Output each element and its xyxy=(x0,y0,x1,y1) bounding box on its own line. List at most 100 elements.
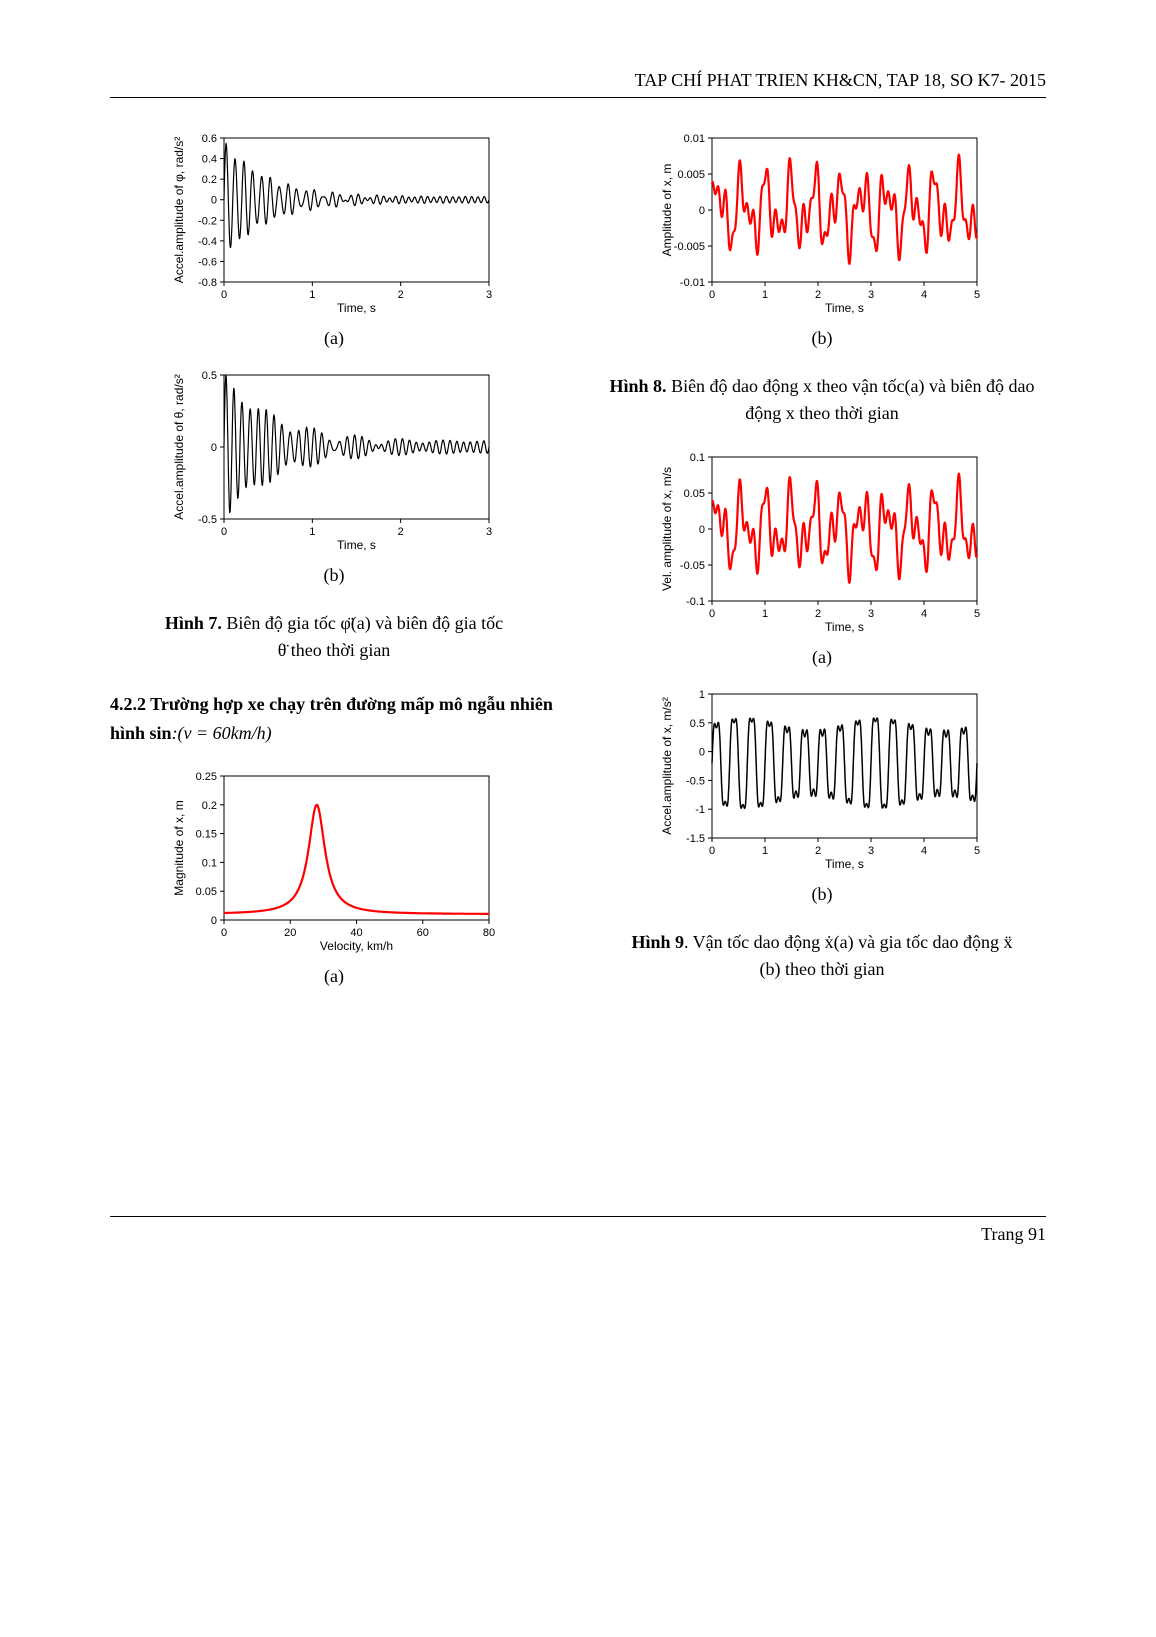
svg-text:-0.5: -0.5 xyxy=(198,514,217,526)
svg-text:0: 0 xyxy=(221,927,227,939)
svg-text:0: 0 xyxy=(211,442,217,454)
svg-text:-0.2: -0.2 xyxy=(198,215,217,227)
svg-text:2: 2 xyxy=(398,526,404,538)
svg-text:0: 0 xyxy=(699,205,705,217)
subcaption-7b: (b) xyxy=(324,565,345,586)
chart-9a: 012345-0.1-0.0500.050.1Time, sVel. ampli… xyxy=(657,447,987,637)
svg-text:-0.1: -0.1 xyxy=(686,596,705,608)
caption-hinh7-rest: Biên độ gia tốc φ̈(a) và biên độ gia tốc xyxy=(222,613,503,633)
svg-text:0.2: 0.2 xyxy=(202,174,217,186)
svg-text:5: 5 xyxy=(974,845,980,857)
svg-text:Accel.amplitude of x, m/s²: Accel.amplitude of x, m/s² xyxy=(660,697,674,834)
svg-text:1: 1 xyxy=(762,289,768,301)
svg-text:-0.01: -0.01 xyxy=(680,277,705,289)
svg-text:3: 3 xyxy=(868,845,874,857)
svg-text:2: 2 xyxy=(398,289,404,301)
caption-hinh7-line2: θ̈ theo thời gian xyxy=(278,640,391,660)
section-heading-422: 4.2.2 Trường hợp xe chạy trên đường mấp … xyxy=(110,690,558,748)
svg-text:0: 0 xyxy=(709,845,715,857)
svg-text:5: 5 xyxy=(974,608,980,620)
svg-text:1: 1 xyxy=(309,526,315,538)
caption-hinh8: Hình 8. Biên độ dao động x theo vận tốc(… xyxy=(598,373,1046,427)
page: TAP CHÍ PHAT TRIEN KH&CN, TAP 18, SO K7-… xyxy=(0,0,1156,1637)
svg-text:4: 4 xyxy=(921,608,927,620)
svg-text:-1: -1 xyxy=(695,804,705,816)
subcaption-7a: (a) xyxy=(324,328,344,349)
svg-text:20: 20 xyxy=(284,927,296,939)
page-number: Trang 91 xyxy=(981,1224,1046,1245)
svg-text:3: 3 xyxy=(486,526,492,538)
svg-text:0.1: 0.1 xyxy=(202,857,217,869)
subcaption-9b: (b) xyxy=(812,884,833,905)
svg-text:3: 3 xyxy=(486,289,492,301)
svg-text:2: 2 xyxy=(815,845,821,857)
svg-text:-0.05: -0.05 xyxy=(680,560,705,572)
svg-text:3: 3 xyxy=(868,608,874,620)
svg-text:-0.6: -0.6 xyxy=(198,256,217,268)
caption-hinh9-bold: Hình 9 xyxy=(631,932,684,952)
svg-text:0: 0 xyxy=(709,289,715,301)
svg-text:0: 0 xyxy=(211,915,217,927)
svg-text:0.25: 0.25 xyxy=(196,771,217,783)
svg-text:Accel.amplitude of θ, rad/s²: Accel.amplitude of θ, rad/s² xyxy=(172,374,186,519)
svg-text:0.005: 0.005 xyxy=(677,169,705,181)
svg-text:Vel. amplitude of x, m/s: Vel. amplitude of x, m/s xyxy=(660,467,674,591)
svg-text:2: 2 xyxy=(815,608,821,620)
svg-text:0.05: 0.05 xyxy=(196,886,217,898)
caption-hinh8-bold: Hình 8. xyxy=(610,376,667,396)
journal-header: TAP CHÍ PHAT TRIEN KH&CN, TAP 18, SO K7-… xyxy=(110,70,1046,98)
svg-text:Accel.amplitude of φ, rad/s²: Accel.amplitude of φ, rad/s² xyxy=(172,137,186,284)
caption-hinh9: Hình 9. Vận tốc dao động ẋ(a) và gia tốc… xyxy=(631,929,1012,983)
svg-text:Time, s: Time, s xyxy=(825,620,864,634)
svg-text:0.05: 0.05 xyxy=(684,488,705,500)
chart-7a: 0 1 2 3 -0.8 -0.6 -0.4 -0.2 0 0.2 0.4 0.6 Time, s Acc… xyxy=(169,128,499,318)
svg-text:Time, s: Time, s xyxy=(337,301,376,315)
svg-text:5: 5 xyxy=(974,289,980,301)
chart-8b: 012345-0.01-0.00500.0050.01Time, sAmplit… xyxy=(657,128,987,318)
svg-text:1: 1 xyxy=(762,608,768,620)
caption-hinh9-rest: . Vận tốc dao động ẋ(a) và gia tốc dao đ… xyxy=(684,932,1013,952)
svg-text:80: 80 xyxy=(483,927,495,939)
svg-text:60: 60 xyxy=(417,927,429,939)
subcaption-8a: (a) xyxy=(324,966,344,987)
svg-text:0.4: 0.4 xyxy=(202,154,217,166)
svg-text:0: 0 xyxy=(699,524,705,536)
subcaption-8b: (b) xyxy=(812,328,833,349)
svg-text:4: 4 xyxy=(921,845,927,857)
caption-hinh7-bold: Hình 7. xyxy=(165,613,222,633)
chart-8a: 0 20 40 60 80 0 0.05 0.1 0.15 0.2 0.25 Velocity, km… xyxy=(169,766,499,956)
svg-text:3: 3 xyxy=(868,289,874,301)
svg-text:0: 0 xyxy=(709,608,715,620)
svg-text:Magnitude of x, m: Magnitude of x, m xyxy=(172,800,186,895)
svg-text:1: 1 xyxy=(309,289,315,301)
svg-text:0.2: 0.2 xyxy=(202,799,217,811)
left-column: 0 1 2 3 -0.8 -0.6 -0.4 -0.2 0 0.2 0.4 0.6 Time, s Acc… xyxy=(110,128,558,1003)
svg-text:0: 0 xyxy=(221,526,227,538)
svg-text:1: 1 xyxy=(762,845,768,857)
svg-text:0.01: 0.01 xyxy=(684,133,705,145)
svg-text:-0.005: -0.005 xyxy=(674,241,705,253)
svg-text:0: 0 xyxy=(211,195,217,207)
chart-9b: 012345-1.5-1-0.500.51Time, sAccel.amplit… xyxy=(657,684,987,874)
subcaption-9a: (a) xyxy=(812,647,832,668)
section-heading-ital: :(v = 60km/h) xyxy=(172,723,272,743)
svg-text:0.15: 0.15 xyxy=(196,828,217,840)
svg-text:-0.8: -0.8 xyxy=(198,277,217,289)
svg-text:0: 0 xyxy=(699,747,705,759)
svg-text:0.6: 0.6 xyxy=(202,133,217,145)
caption-hinh8-rest: Biên độ dao động x theo vận tốc(a) và bi… xyxy=(667,376,1035,423)
chart-7b: 0123-0.500.5Time, sAccel.amplitude of θ,… xyxy=(169,365,499,555)
two-column-layout: 0 1 2 3 -0.8 -0.6 -0.4 -0.2 0 0.2 0.4 0.6 Time, s Acc… xyxy=(110,128,1046,1003)
svg-text:40: 40 xyxy=(350,927,362,939)
svg-text:0.5: 0.5 xyxy=(202,370,217,382)
caption-hinh7: Hình 7. Biên độ gia tốc φ̈(a) và biên độ… xyxy=(165,610,503,664)
svg-text:0: 0 xyxy=(221,289,227,301)
svg-text:Time, s: Time, s xyxy=(825,301,864,315)
svg-text:1: 1 xyxy=(699,689,705,701)
svg-text:-0.4: -0.4 xyxy=(198,236,217,248)
svg-text:0.5: 0.5 xyxy=(690,718,705,730)
svg-text:-0.5: -0.5 xyxy=(686,775,705,787)
svg-text:Velocity, km/h: Velocity, km/h xyxy=(320,939,393,953)
right-column: 012345-0.01-0.00500.0050.01Time, sAmplit… xyxy=(598,128,1046,1003)
footer-rule xyxy=(110,1216,1046,1217)
